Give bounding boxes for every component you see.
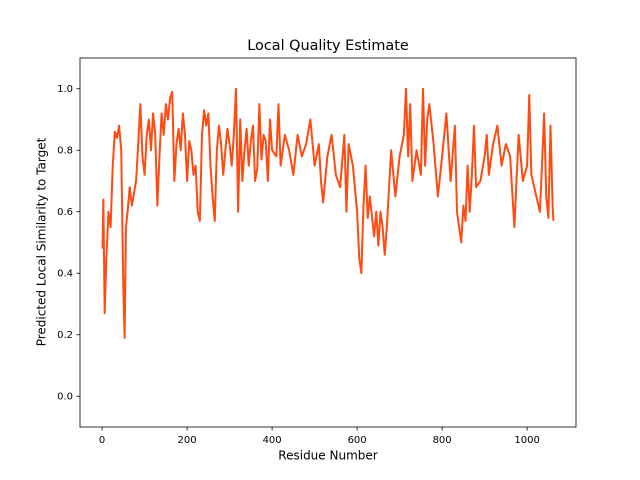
y-tick-label: 0.8	[57, 145, 73, 156]
x-tick-label: 200	[178, 435, 197, 446]
x-tick-label: 400	[263, 435, 282, 446]
plot-frame	[79, 57, 577, 428]
y-axis-label: Predicted Local Similarity to Target	[35, 137, 49, 346]
y-tick-label: 0.0	[57, 391, 73, 402]
x-tick-label: 1000	[514, 435, 539, 446]
x-tick-label: 600	[348, 435, 367, 446]
x-axis-label: Residue Number	[278, 449, 377, 463]
y-tick-label: 0.2	[57, 330, 73, 341]
x-tick-label: 0	[99, 435, 105, 446]
y-tick-label: 0.4	[57, 268, 73, 279]
y-tick-label: 0.6	[57, 207, 73, 218]
chart-title: Local Quality Estimate	[247, 38, 409, 54]
data-line	[101, 87, 555, 339]
x-tick-label: 800	[433, 435, 452, 446]
y-tick-label: 1.0	[57, 84, 73, 95]
